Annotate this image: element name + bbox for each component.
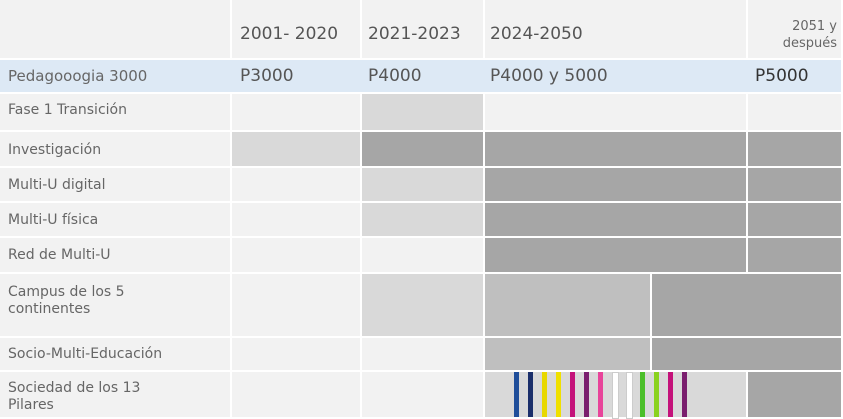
row-label: Investigación	[8, 142, 101, 159]
cell	[748, 94, 843, 132]
cell	[362, 132, 485, 168]
row-label: Multi-U física	[8, 212, 98, 229]
cell	[485, 203, 748, 238]
pillar	[612, 372, 619, 419]
pillar	[570, 372, 575, 417]
row-label: Pedagooogia 3000	[8, 68, 147, 85]
row-label: Red de Multi-U	[8, 247, 111, 264]
column-header: 2021-2023	[368, 26, 461, 43]
pillar	[654, 372, 659, 417]
row-label: Socio-Multi-Educación	[8, 346, 162, 363]
cell	[232, 338, 362, 372]
cell	[485, 338, 652, 372]
row-label: Fase 1 Transición	[8, 102, 127, 119]
cell	[362, 94, 485, 132]
column-header: 2051 y después	[755, 18, 837, 52]
cell	[485, 168, 748, 203]
pillar	[626, 372, 633, 419]
cell	[748, 168, 843, 203]
column-header: 2024-2050	[490, 26, 583, 43]
cell	[485, 132, 748, 168]
cell	[485, 238, 748, 274]
cell	[652, 274, 843, 338]
row-label: Campus de los 5 continentes	[8, 284, 158, 318]
pillar	[556, 372, 561, 417]
cell-value: P3000	[240, 68, 294, 85]
cell	[748, 372, 843, 417]
pillar	[668, 372, 673, 417]
pillar	[682, 372, 687, 417]
pillar	[584, 372, 589, 417]
cell	[748, 203, 843, 238]
cell-value: P5000	[755, 68, 809, 85]
cell	[362, 372, 485, 417]
cell	[652, 338, 843, 372]
cell	[362, 274, 485, 338]
cell	[232, 274, 362, 338]
pillar	[528, 372, 533, 417]
cell	[0, 0, 232, 60]
cell	[748, 238, 843, 274]
pillar	[598, 372, 603, 417]
cell-value: P4000	[368, 68, 422, 85]
cell	[232, 132, 362, 168]
cell	[362, 338, 485, 372]
pillar	[542, 372, 547, 417]
cell	[232, 168, 362, 203]
pillar	[640, 372, 645, 417]
row-label: Sociedad de los 13 Pilares	[8, 380, 158, 414]
cell	[232, 94, 362, 132]
timeline-table: 2001- 2020 2021-2023 2024-2050 2051 y de…	[0, 0, 843, 417]
cell-value: P4000 y 5000	[490, 68, 608, 85]
cell	[362, 238, 485, 274]
pillar	[514, 372, 519, 417]
cell	[232, 372, 362, 417]
cell	[485, 274, 652, 338]
cell	[362, 203, 485, 238]
cell	[232, 238, 362, 274]
column-header: 2001- 2020	[240, 26, 338, 43]
row-label: Multi-U digital	[8, 177, 105, 194]
cell	[232, 203, 362, 238]
cell	[485, 94, 748, 132]
cell	[362, 168, 485, 203]
cell	[748, 132, 843, 168]
